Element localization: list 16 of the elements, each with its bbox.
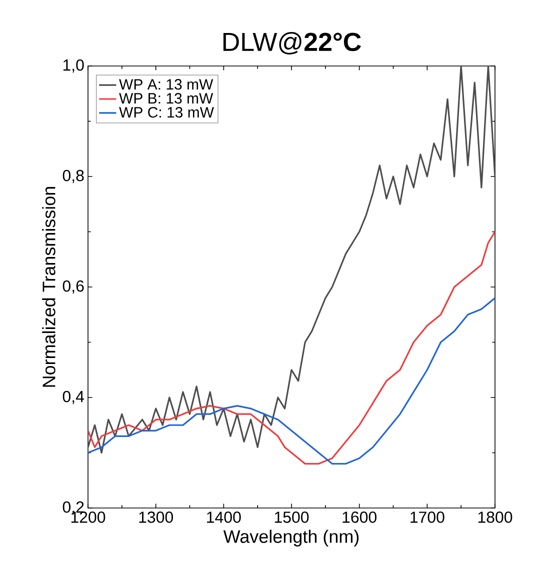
x-tick-label: 1500 — [274, 512, 309, 523]
x-tick-label: 1300 — [139, 512, 173, 523]
x-tick-label: 1800 — [478, 512, 512, 523]
legend-label: WP A: 13 mW — [119, 79, 214, 90]
y-axis-title: Normalized Transmission — [42, 187, 56, 387]
chart-title: DLW@22°C — [223, 32, 361, 54]
y-tick-label: 1,0 — [63, 59, 84, 73]
y-tick-label: 0,6 — [62, 280, 84, 294]
x-tick-label: 1700 — [410, 512, 444, 523]
x-tick-label: 1600 — [342, 512, 376, 523]
x-tick-label: 1400 — [207, 512, 241, 523]
y-tick-label: 0,4 — [62, 390, 84, 404]
y-tick-label: 0,8 — [62, 170, 84, 184]
x-axis-title: Wavelength (nm) — [223, 530, 359, 547]
legend-label: WP C: 13 mW — [119, 106, 214, 118]
legend-label: WP B: 13 mW — [119, 93, 214, 104]
